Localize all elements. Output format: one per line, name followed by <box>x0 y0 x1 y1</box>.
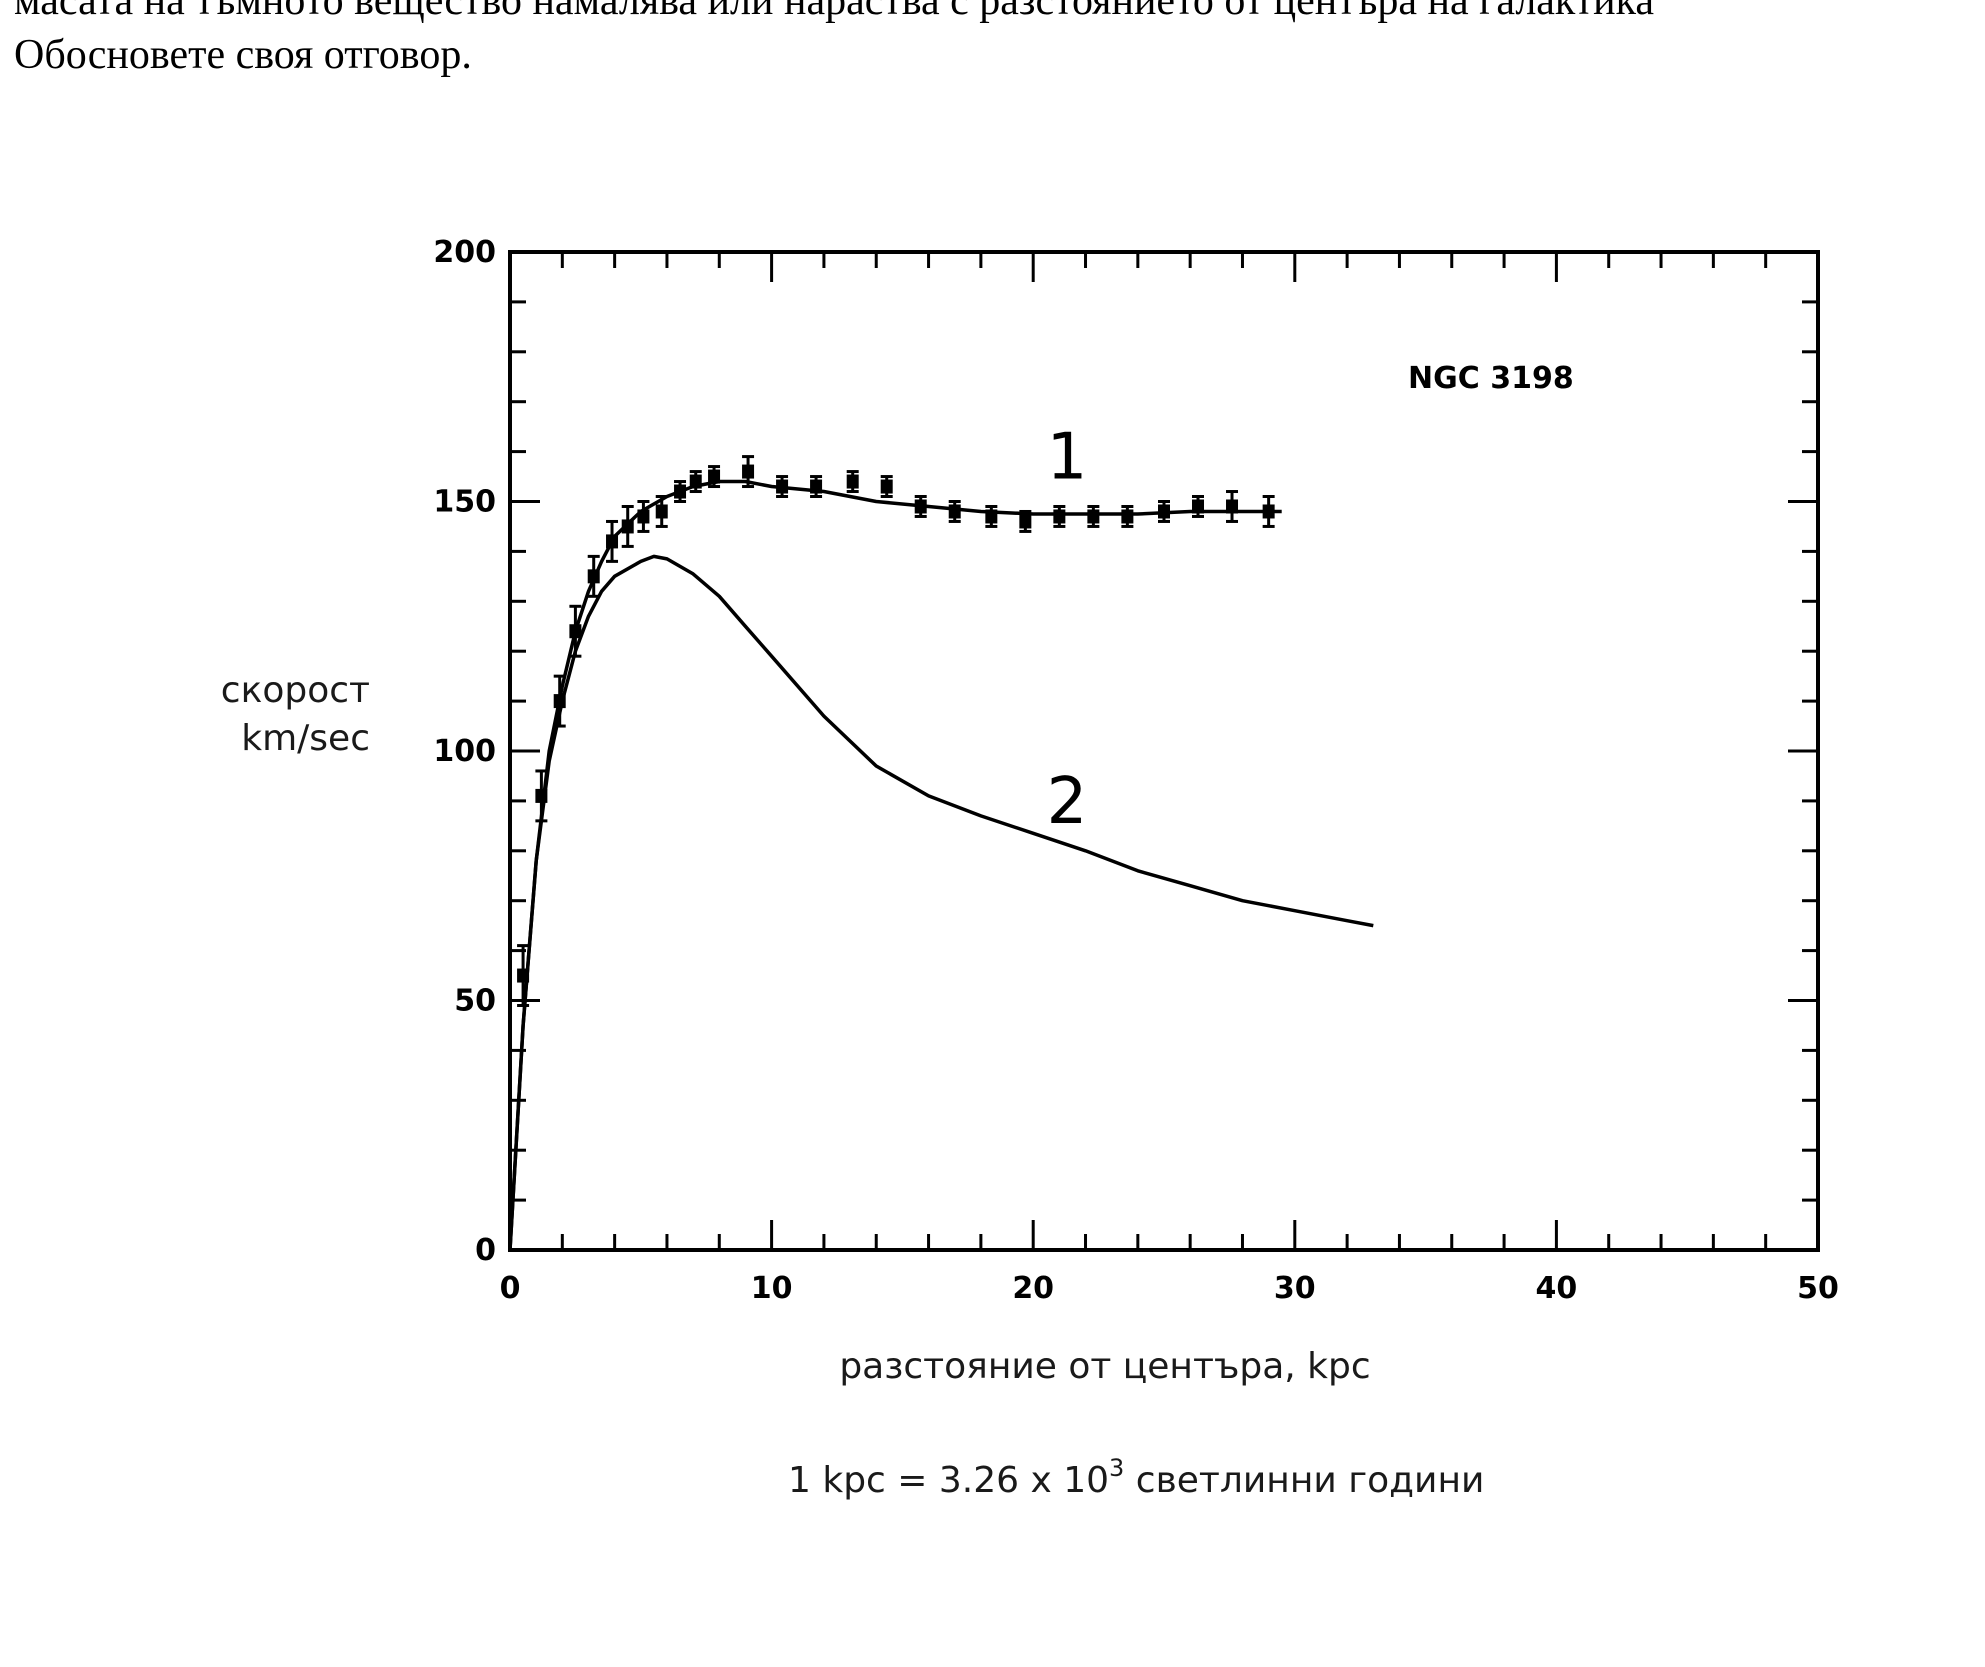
point-marker <box>1121 509 1134 524</box>
point-marker <box>606 534 619 549</box>
x-tick-label: 40 <box>1536 1271 1578 1306</box>
curve-label-1: 1 <box>1047 421 1088 495</box>
point-marker <box>1192 499 1205 514</box>
data-point <box>1121 504 1134 528</box>
y-tick-labels: 0 50 100 150 200 <box>433 235 496 1268</box>
point-marker <box>1087 509 1100 524</box>
point-marker <box>1019 514 1032 529</box>
data-point <box>985 504 998 528</box>
curve-label-2: 2 <box>1047 765 1088 839</box>
data-point <box>517 944 530 1007</box>
x-tick-labels: 0 10 20 30 40 50 <box>500 1271 1839 1306</box>
x-tick-label: 0 <box>500 1271 521 1306</box>
y-axis-label-line2: km/sec <box>241 718 370 759</box>
data-point <box>655 495 668 528</box>
note-main: 1 kpc = 3.26 x 10 <box>788 1460 1109 1501</box>
data-point <box>1019 509 1032 533</box>
data-point <box>689 470 702 494</box>
data-point <box>535 769 548 823</box>
data-point <box>708 465 721 489</box>
question-line-1: масата на тъмното вещество намалява или … <box>14 0 1655 24</box>
conversion-note: 1 kpc = 3.26 x 103 светлинни години <box>788 1454 1484 1501</box>
curve-1 <box>508 479 1282 1251</box>
point-marker <box>587 569 600 584</box>
data-point <box>1226 490 1239 523</box>
data-point <box>810 475 823 499</box>
point-marker <box>637 509 650 524</box>
y-tick-label: 100 <box>433 734 496 769</box>
point-marker <box>1262 504 1275 519</box>
point-marker <box>1053 509 1066 524</box>
data-point <box>553 674 566 728</box>
data-point <box>606 519 619 563</box>
x-tick-label: 10 <box>751 1271 793 1306</box>
y-tick-label: 150 <box>433 485 496 520</box>
point-marker <box>655 504 668 519</box>
point-marker <box>535 788 548 803</box>
point-marker <box>708 469 721 484</box>
point-marker <box>914 499 927 514</box>
minor-ticks <box>508 250 1820 1252</box>
data-point <box>776 475 789 499</box>
data-point <box>637 500 650 533</box>
galaxy-annotation: NGC 3198 <box>1408 361 1574 396</box>
data-point <box>880 475 893 499</box>
question-text: масата на тъмното вещество намалява или … <box>14 0 1974 82</box>
point-marker <box>1158 504 1170 519</box>
data-points <box>517 455 1275 1007</box>
data-point <box>587 554 600 598</box>
data-point <box>1192 495 1205 518</box>
data-point <box>621 504 634 548</box>
point-marker <box>689 474 702 489</box>
curve-2 <box>508 554 1374 1251</box>
y-tick-label: 0 <box>475 1233 496 1268</box>
point-marker <box>810 479 823 494</box>
point-marker <box>742 464 755 479</box>
x-tick-label: 30 <box>1274 1271 1316 1306</box>
point-marker <box>846 474 859 489</box>
x-tick-label: 20 <box>1012 1271 1054 1306</box>
data-point <box>948 500 961 523</box>
y-axis-label-line1: скорост <box>221 670 370 711</box>
point-marker <box>880 479 893 494</box>
point-marker <box>1226 499 1239 514</box>
x-tick-label: 50 <box>1797 1271 1839 1306</box>
data-point <box>674 480 687 503</box>
data-point <box>1158 500 1170 523</box>
y-tick-label: 200 <box>433 235 496 270</box>
point-marker <box>776 479 789 494</box>
point-marker <box>621 519 634 534</box>
data-point <box>1262 495 1275 528</box>
question-line-2: Обосновете своя отговор. <box>14 32 472 78</box>
point-marker <box>985 509 998 524</box>
data-point <box>914 495 927 518</box>
data-point <box>569 604 582 658</box>
point-marker <box>948 504 961 519</box>
x-axis-label: разстояние от центъра, kpc <box>839 1346 1370 1387</box>
point-marker <box>517 968 530 983</box>
y-tick-label: 50 <box>454 984 496 1019</box>
point-marker <box>674 484 687 499</box>
point-marker <box>569 624 582 639</box>
curves <box>508 479 1374 1251</box>
plot-frame <box>508 250 1820 1252</box>
data-point <box>846 470 859 494</box>
note-tail: светлинни години <box>1124 1460 1484 1501</box>
data-point <box>742 455 755 489</box>
note-superscript: 3 <box>1109 1454 1124 1482</box>
data-point <box>1053 504 1066 528</box>
data-point <box>1087 504 1100 528</box>
point-marker <box>553 694 566 709</box>
